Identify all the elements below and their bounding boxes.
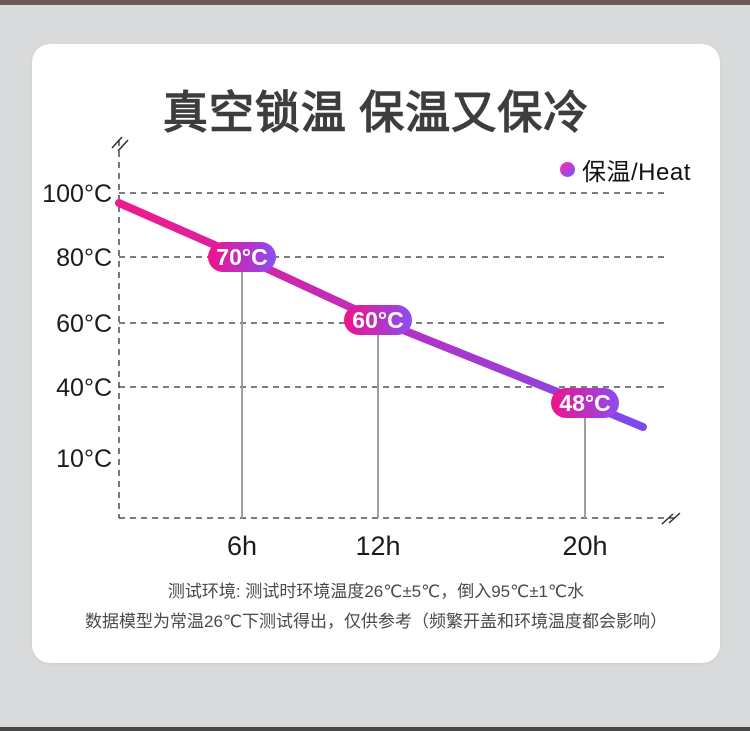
y-axis-break-icon xyxy=(111,136,129,152)
point-badge-pill xyxy=(208,242,276,272)
legend-heat-label: 保温/Heat xyxy=(582,159,691,186)
y-tick-label: 40°C xyxy=(56,374,112,402)
chart-canvas: 100°C 80°C 60°C 40°C 10°C 6h 12h 20h 70°C 60°C 48°… xyxy=(42,136,681,561)
point-badge-label: 70°C xyxy=(216,244,267,270)
chart-card: 真空锁温 保温又保冷 100°C 80°C 60°C 40°C 10°C 6h 12h 20h… xyxy=(32,44,720,663)
chart-title: 真空锁温 保温又保冷 xyxy=(162,88,590,138)
point-badge: 70°C xyxy=(208,242,276,272)
y-tick-label: 100°C xyxy=(42,180,112,208)
x-tick-label: 12h xyxy=(355,531,400,561)
point-badge-label: 48°C xyxy=(559,390,610,416)
point-badge: 60°C xyxy=(344,305,412,335)
point-badge-pill xyxy=(344,305,412,335)
test-conditions-line2: 数据模型为常温26℃下测试得出，仅供参考（频繁开盖和环境温度都会影响） xyxy=(85,612,667,631)
x-tick-label: 6h xyxy=(227,531,257,561)
point-badge: 48°C xyxy=(551,388,619,418)
x-tick-label: 20h xyxy=(562,531,607,561)
test-conditions-line1: 测试环境: 测试时环境温度26℃±5℃，倒入95℃±1℃水 xyxy=(167,582,585,601)
x-axis-break-icon xyxy=(661,512,681,525)
y-tick-label: 60°C xyxy=(56,310,112,338)
chart-legend: 保温/Heat xyxy=(560,152,691,187)
y-tick-label: 80°C xyxy=(56,244,112,272)
y-tick-label: 10°C xyxy=(56,445,112,473)
point-badge-label: 60°C xyxy=(352,307,403,333)
photo-edge-strip-top xyxy=(0,0,750,5)
point-badge-pill xyxy=(551,388,619,418)
test-conditions-note: 测试环境: 测试时环境温度26℃±5℃，倒入95℃±1℃水 数据模型为常温26℃… xyxy=(32,577,720,637)
photo-edge-strip-bottom xyxy=(0,727,750,731)
legend-heat-dot-icon xyxy=(560,162,575,177)
